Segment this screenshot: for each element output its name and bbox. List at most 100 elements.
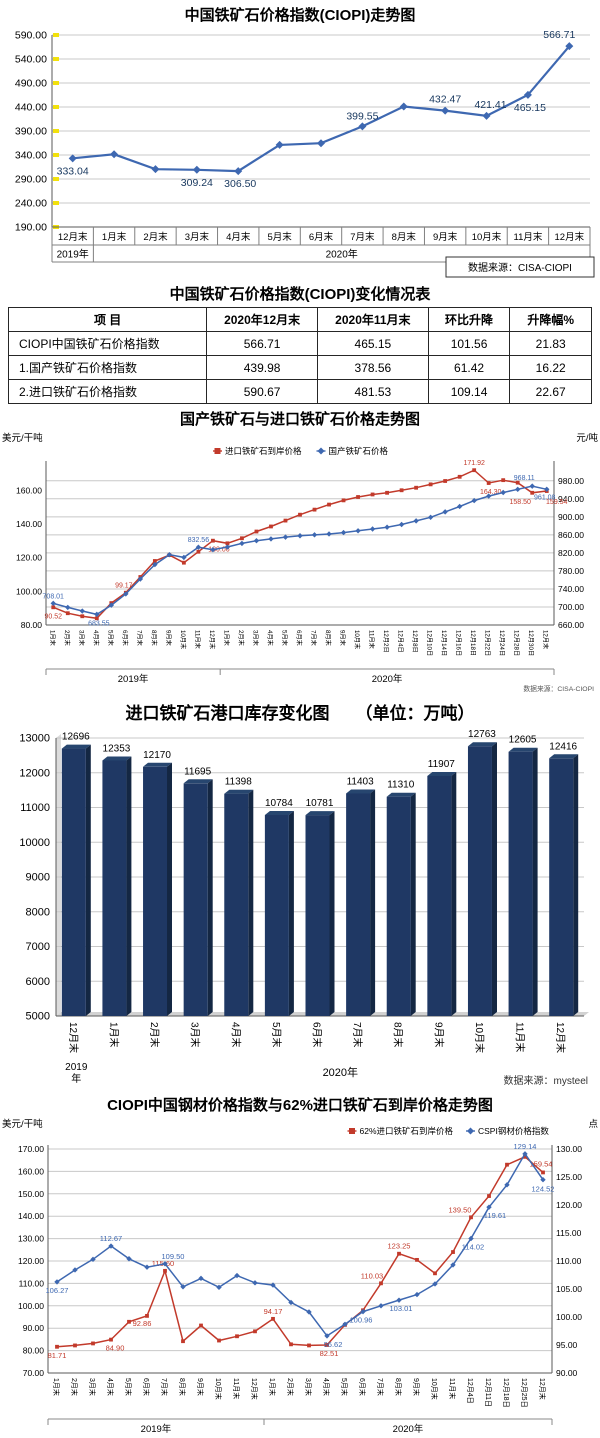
chart-text: 82.51 [320,1349,339,1358]
chart-text: 7月末 [135,630,143,646]
chart-text: 81.71 [48,1351,67,1360]
chart-text: 8月末 [392,1022,405,1048]
chart-shape [53,129,59,133]
chart-text: 10000 [19,837,50,849]
chart-text: 8月末 [392,231,417,243]
chart-shape [252,1280,258,1286]
section-port-inventory: 进口铁矿石港口库存变化图 （单位：万吨） 5000 6000 7000 8000 9000… [0,703,600,1090]
chart-shape [151,165,160,174]
chart-shape [326,531,332,537]
chart-text: 309.24 [181,177,213,189]
change-table-title: 中国铁矿石价格指数(CIOPI)变化情况表 [169,286,431,303]
chart-shape [239,540,245,547]
chart-text: 12696 [62,732,90,743]
chart-text: 139.50 [449,1205,472,1214]
chart-text: 96.62 [324,1340,343,1349]
chart-shape [85,744,91,1016]
chart-shape [544,486,550,493]
chart-shape [192,165,201,174]
chart-shape [91,1341,95,1346]
chart-shape [325,1343,329,1347]
chart-text: 美元/干吨 [2,432,43,444]
domestic-vs-import-chart: 美元/干吨 元/吨 80.00 100.00 120.00 140.00 160.00 660… [0,429,600,695]
chart-text: 9月末 [432,1022,445,1048]
table-cell: 590.67 [206,379,318,404]
chart-shape [234,1272,240,1279]
bar [427,775,452,1016]
chart-text: 10月末 [472,231,502,243]
chart-text: 123.25 [388,1242,411,1251]
chart-shape [305,811,335,816]
chart-text: 1月末 [52,1378,61,1396]
chart-text: 2月末 [143,231,168,243]
chart-shape [327,502,331,507]
table-cell: CIOPI中国铁矿石价格指数 [7,331,208,356]
bar [467,746,492,1016]
chart-shape [532,747,538,1016]
chart-shape [55,1344,59,1349]
chart-shape [467,1127,474,1135]
chart-shape [65,604,71,611]
chart-shape [56,734,61,1016]
legend: 62%进口铁矿石到岸价格 CSPI钢材价格指数 [347,1126,549,1136]
chart-shape [53,105,59,109]
chart-text: 120.00 [18,1256,44,1266]
chart-shape [433,1271,437,1276]
chart-text: 11907 [428,759,456,770]
chart-text: 80.00 [21,620,43,630]
chart-shape [163,1268,167,1273]
chart-text: 961.08 [534,494,556,501]
chart-shape [540,1176,546,1183]
chart-text: 12月18日 [469,630,476,656]
chart-text: 1月末 [107,1022,120,1048]
chart-text: 980.00 [558,476,584,486]
table-cell: 439.98 [206,355,318,380]
chart-text: 12月24日 [498,630,505,656]
chart-shape [428,482,433,487]
chart-shape [349,1128,355,1134]
chart-text: 11398 [225,777,253,788]
chart-shape [317,447,325,455]
chart-text: 12月28日 [513,630,520,656]
chart-text: 11月末 [193,630,201,649]
chart-text: 190.00 [15,222,47,234]
chart-shape [358,122,367,131]
chart-shape [398,521,405,528]
chart-text: 130.00 [556,1144,582,1154]
chart-text: 12353 [103,743,131,754]
chart-shape [271,1316,275,1321]
chart-text: 12000 [19,767,50,779]
chart-text: 12416 [549,741,577,752]
bar [386,796,411,1016]
port-inventory-title: 进口铁矿石港口库存变化图 （单位：万吨） [0,703,600,724]
chart-text: 5000 [26,1011,50,1023]
chart-text: 12月18日 [502,1378,510,1408]
chart-shape [181,1339,185,1344]
chart-text: 国产铁矿石价格 [329,446,389,456]
chart-text: 4月末 [322,1378,331,1396]
chart-text: 100.00 [556,1312,582,1322]
chart-text: 780.00 [558,566,584,576]
bar [549,758,574,1016]
chart-text: 240.00 [15,198,47,210]
table-cell: 1.国产铁矿石价格指数 [7,355,208,380]
table-cell: 566.71 [206,331,318,356]
chart-text: 940.00 [558,494,584,504]
chart-text: 62%进口铁矿石到岸价格 [360,1126,454,1136]
chart-shape [253,1329,257,1334]
chart-text: 421.41 [474,99,506,111]
chart-shape [282,534,289,540]
chart-shape [379,1281,383,1286]
chart-text: 12月末 [542,630,550,649]
chart-text: 2019年 [57,248,89,261]
chart-text: 5月末 [340,1378,349,1396]
chart-text: 110.00 [556,1256,582,1266]
chart-text: 5月末 [267,231,292,243]
chart-shape [217,1338,221,1343]
chart-shape [264,811,294,815]
chart-text: 399.55 [346,110,378,122]
chart-text: 5月末 [280,630,288,646]
chart-shape [211,538,215,543]
chart-text: 106.27 [46,1286,69,1295]
chart-shape [317,139,325,148]
